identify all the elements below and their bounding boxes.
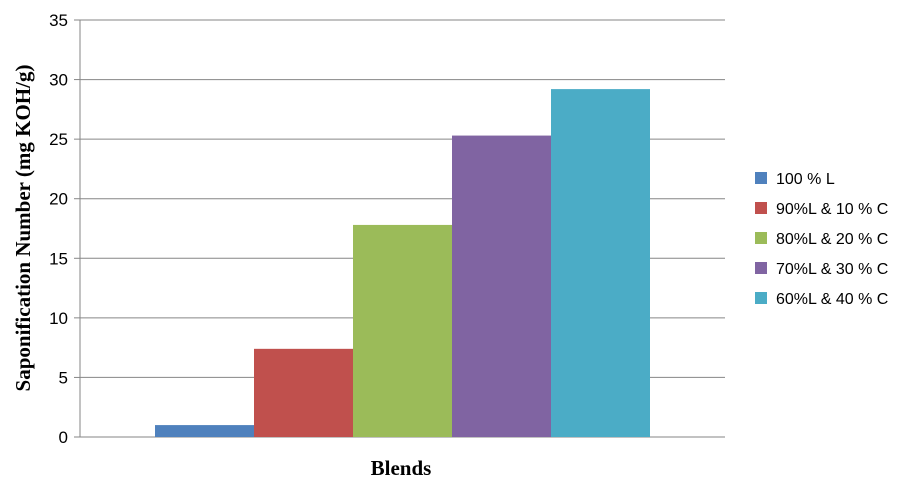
bar-4: [452, 135, 551, 437]
legend-label: 60%L & 40 % C: [776, 291, 888, 308]
legend-swatch: [755, 172, 767, 184]
y-axis-title: Saponification Number (mg KOH/g): [11, 65, 35, 392]
legend-swatch: [755, 232, 767, 244]
y-axis-ticks: 0 5 10 15 20 25 30 35: [49, 11, 80, 447]
legend-label: 100 % L: [776, 171, 835, 188]
legend-swatch: [755, 292, 767, 304]
legend-swatch: [755, 262, 767, 274]
legend-swatch: [755, 202, 767, 214]
bar-3: [353, 224, 452, 437]
y-tick-label: 35: [49, 11, 68, 30]
y-tick-label: 25: [49, 130, 68, 149]
bar-2: [254, 348, 353, 437]
y-tick-label: 10: [49, 309, 68, 328]
y-tick-label: 0: [59, 428, 68, 447]
legend-label: 70%L & 30 % C: [776, 261, 888, 278]
legend: 100 % L 90%L & 10 % C 80%L & 20 % C 70%L & …: [755, 171, 888, 308]
bars: [155, 89, 650, 438]
bar-5: [551, 89, 650, 438]
legend-label: 80%L & 20 % C: [776, 231, 888, 248]
y-tick-label: 20: [49, 190, 68, 209]
legend-label: 90%L & 10 % C: [776, 201, 888, 218]
y-tick-label: 30: [49, 71, 68, 90]
bar-1: [155, 425, 254, 437]
x-axis-title: Blends: [371, 456, 432, 480]
y-tick-label: 15: [49, 249, 68, 268]
y-tick-label: 5: [59, 368, 68, 387]
